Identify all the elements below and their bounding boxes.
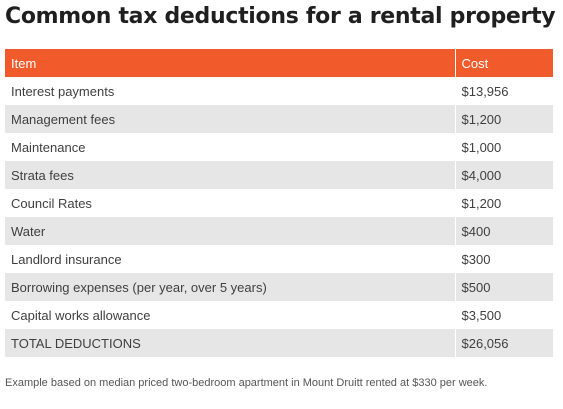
table-row: Capital works allowance $3,500: [5, 301, 553, 329]
cost-cell: $13,956: [455, 77, 553, 105]
total-row: TOTAL DEDUCTIONS $26,056: [5, 329, 553, 357]
cost-cell: $1,200: [455, 189, 553, 217]
item-cell: Council Rates: [5, 189, 456, 217]
item-cell: Interest payments: [5, 77, 456, 105]
cost-cell: $1,000: [455, 133, 553, 161]
item-cell: Capital works allowance: [5, 301, 456, 329]
item-cell: Management fees: [5, 105, 456, 133]
cost-cell: $1,200: [455, 105, 553, 133]
table-row: Maintenance $1,000: [5, 133, 553, 161]
footnote: Example based on median priced two-bedro…: [5, 377, 488, 389]
cost-cell: $400: [455, 217, 553, 245]
deductions-table: Item Cost Interest payments $13,956 Mana…: [5, 49, 553, 357]
item-cell: Water: [5, 217, 456, 245]
column-header-item: Item: [5, 49, 456, 77]
item-cell: Maintenance: [5, 133, 456, 161]
cost-cell: $500: [455, 273, 553, 301]
page-title: Common tax deductions for a rental prope…: [5, 4, 556, 29]
item-cell: Landlord insurance: [5, 245, 456, 273]
column-header-cost: Cost: [455, 49, 553, 77]
cost-cell: $4,000: [455, 161, 553, 189]
cost-cell: $300: [455, 245, 553, 273]
table-row: Council Rates $1,200: [5, 189, 553, 217]
item-cell: Borrowing expenses (per year, over 5 yea…: [5, 273, 456, 301]
table-row: Water $400: [5, 217, 553, 245]
table-row: Strata fees $4,000: [5, 161, 553, 189]
total-label-cell: TOTAL DEDUCTIONS: [5, 329, 456, 357]
table-row: Management fees $1,200: [5, 105, 553, 133]
table-row: Borrowing expenses (per year, over 5 yea…: [5, 273, 553, 301]
item-cell: Strata fees: [5, 161, 456, 189]
table-row: Landlord insurance $300: [5, 245, 553, 273]
table-header-row: Item Cost: [5, 49, 553, 77]
cost-cell: $3,500: [455, 301, 553, 329]
table-row: Interest payments $13,956: [5, 77, 553, 105]
total-cost-cell: $26,056: [455, 329, 553, 357]
